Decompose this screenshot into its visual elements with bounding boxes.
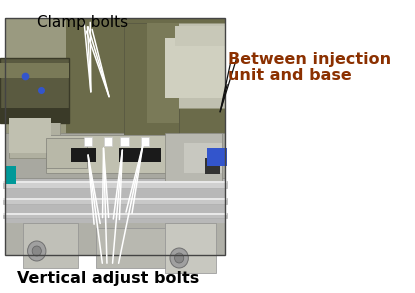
Bar	[3, 181, 227, 183]
Bar	[5, 133, 225, 178]
Bar	[166, 38, 225, 98]
Bar	[5, 18, 225, 141]
Bar	[3, 213, 227, 218]
Bar	[71, 148, 96, 162]
Circle shape	[32, 246, 42, 256]
Bar	[9, 118, 51, 153]
Bar	[207, 148, 227, 166]
Text: Clamp bolts: Clamp bolts	[37, 15, 128, 30]
Circle shape	[175, 253, 184, 263]
Bar	[3, 213, 227, 215]
Text: Between injection: Between injection	[228, 52, 391, 67]
Bar	[141, 137, 149, 146]
Bar	[5, 166, 16, 184]
Bar	[46, 138, 87, 168]
Bar	[166, 133, 222, 183]
Bar	[104, 137, 112, 146]
Bar	[0, 63, 69, 78]
Bar	[166, 223, 216, 273]
Bar	[0, 58, 69, 123]
Circle shape	[27, 241, 46, 261]
Bar	[3, 181, 227, 188]
Bar	[0, 108, 69, 123]
Bar	[9, 113, 60, 158]
Bar	[120, 137, 129, 146]
Text: unit and base: unit and base	[228, 68, 352, 83]
Bar	[46, 135, 188, 173]
Bar	[5, 18, 225, 255]
Bar	[124, 23, 179, 138]
Bar	[83, 137, 92, 146]
Bar	[3, 198, 227, 204]
Bar	[23, 223, 78, 268]
Bar	[5, 18, 66, 141]
Bar	[184, 143, 222, 173]
Bar	[175, 26, 225, 46]
Bar	[3, 198, 227, 200]
Circle shape	[170, 248, 188, 268]
Bar	[147, 23, 225, 108]
Bar	[147, 23, 179, 123]
Text: Vertical adjust bolts: Vertical adjust bolts	[17, 270, 200, 285]
Bar	[5, 18, 225, 255]
Bar	[120, 148, 161, 162]
Bar	[5, 223, 225, 255]
Bar	[205, 158, 220, 174]
Bar	[96, 228, 170, 268]
